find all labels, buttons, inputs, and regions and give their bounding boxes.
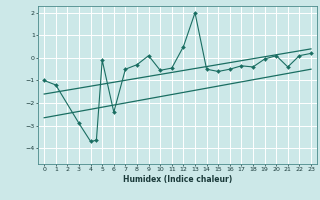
X-axis label: Humidex (Indice chaleur): Humidex (Indice chaleur)	[123, 175, 232, 184]
